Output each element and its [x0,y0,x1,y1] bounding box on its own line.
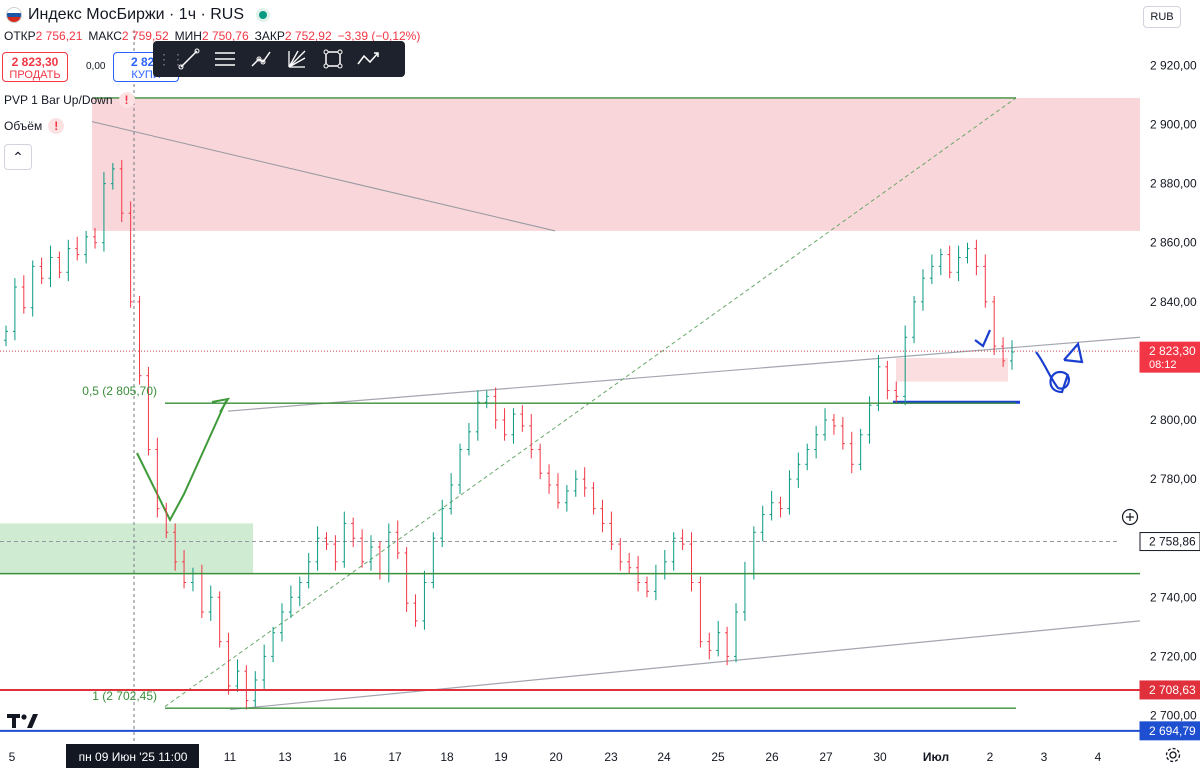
tradingview-logo[interactable] [7,712,41,735]
x-tick-label: 11 [224,750,237,764]
zone-supply [92,97,1140,231]
fib-diagonal [164,97,1017,707]
path-icon[interactable] [351,41,387,77]
y-tick-label: 2 900,00 [1150,118,1197,132]
x-tick-label: 20 [549,750,563,764]
indicator-volume[interactable]: Объём ! [4,118,65,134]
indicator-pvp-label: PVP 1 Bar Up/Down [4,93,113,107]
y-tick-label: 2 740,00 [1150,590,1197,604]
fib-label: 0,5 (2 805,70) [82,384,157,398]
drag-handle-icon[interactable]: ⋮⋮ [157,50,185,67]
x-tick-label: 19 [494,750,508,764]
ohlc-key: МИН [174,29,202,43]
currency-selector[interactable]: RUB [1143,6,1181,28]
warning-icon[interactable]: ! [118,92,135,108]
ohlc-item: −3,39 (−0,12%) [338,29,421,43]
chevron-up-icon: ⌃ [12,148,24,165]
trend-line-icon[interactable] [171,41,207,77]
x-tick-label: 17 [388,750,402,764]
y-tick-label: 2 860,00 [1150,236,1197,250]
market-open-icon [256,8,271,22]
ohlc-value: 2 756,21 [35,29,83,43]
price-label-box [1139,341,1200,373]
x-tick-label: 13 [278,750,292,764]
y-tick-label: 2 720,00 [1150,649,1197,663]
x-tick-label: 23 [604,750,618,764]
price-label-text: 2 823,30 [1149,344,1196,358]
price-label-box [1139,680,1200,700]
ohlc-item: МИН2 750,76 [175,29,249,43]
ohlc-key: ОТКР [4,29,36,43]
price-label-box [1139,532,1200,552]
green-arrowhead [211,397,231,413]
price-label-text: 2 694,79 [1149,724,1196,738]
ohlc-values: ОТКР2 756,21 МАКС2 759,52 МИН2 750,76 ЗАКР2… [4,29,420,43]
sell-label: ПРОДАТЬ [9,69,61,81]
green-arrow [136,400,227,523]
price-label-text: 2 708,63 [1149,683,1196,697]
x-tick-label: пн 09 Июн '25 11:00 [79,750,188,764]
x-tick-label: 5 [9,750,16,764]
russia-flag-icon [6,7,22,23]
add-alert-icon[interactable] [1121,508,1139,531]
polyline-icon[interactable] [243,41,279,77]
x-tick-label: 25 [711,750,725,764]
x-tick-label: 18 [440,750,454,764]
y-tick-label: 2 700,00 [1150,708,1197,722]
currency-label: RUB [1150,11,1174,23]
drawing-toolbar: ⋮⋮ [153,41,405,77]
x-tick-label: 16 [333,750,347,764]
rectangle-icon[interactable] [315,41,351,77]
ohlc-key: ЗАКР [254,29,285,43]
ohlc-key: МАКС [88,29,122,43]
price-label-box [1139,721,1200,741]
ohlc-value: 2 759,52 [121,29,169,43]
x-tick-label: Июл [923,750,949,764]
spread-value: 0,00 [86,61,106,72]
indicator-volume-label: Объём [4,119,43,133]
x-tick-label: 30 [873,750,887,764]
ohlc-item: МАКС2 759,52 [88,29,168,43]
x-tick-label: 24 [657,750,671,764]
hand-drawn-arrow [1035,341,1084,394]
price-label-countdown: 08:12 [1149,359,1177,371]
x-tick-label: 4 [1095,750,1102,764]
ohlc-item: ЗАКР2 752,92 [255,29,332,43]
x-tick-label: 26 [765,750,779,764]
y-tick-label: 2 840,00 [1150,295,1197,309]
hand-drawn-check [974,329,992,348]
fib-fan-icon[interactable] [279,41,315,77]
y-tick-label: 2 880,00 [1150,177,1197,191]
warning-icon[interactable]: ! [48,118,65,134]
parallel-channel-icon[interactable] [207,41,243,77]
trend-line-lower [229,620,1141,711]
sell-price: 2 823,30 [11,55,59,69]
zone-small-supply [896,357,1008,382]
indicator-pvp[interactable]: PVP 1 Bar Up/Down ! [4,92,135,108]
ohlc-value: −3,39 (−0,12%) [337,29,421,43]
x-tick-label: 3 [1041,750,1048,764]
ohlc-item: ОТКР2 756,21 [4,29,82,43]
x-tick-label: 2 [987,750,994,764]
crosshair-date-box [66,744,199,768]
y-tick-label: 2 800,00 [1150,413,1197,427]
x-tick-label: 27 [819,750,833,764]
ohlc-value: 2 752,92 [284,29,332,43]
ohlc-value: 2 750,76 [201,29,249,43]
trend-line-falling [91,121,556,232]
zone-demand [0,523,253,574]
y-tick-label: 2 780,00 [1150,472,1197,486]
price-label-text: 2 758,86 [1149,535,1196,549]
collapse-legend-button[interactable]: ⌃ [4,144,32,170]
gear-icon[interactable] [1164,746,1182,769]
sell-button[interactable]: 2 823,30 ПРОДАТЬ [2,52,68,82]
fib-label: 1 (2 702,45) [92,689,157,703]
symbol-title[interactable]: Индекс МосБиржи · 1ч · RUS [28,6,245,23]
y-tick-label: 2 920,00 [1150,58,1197,72]
trend-line-rising [227,336,1141,412]
